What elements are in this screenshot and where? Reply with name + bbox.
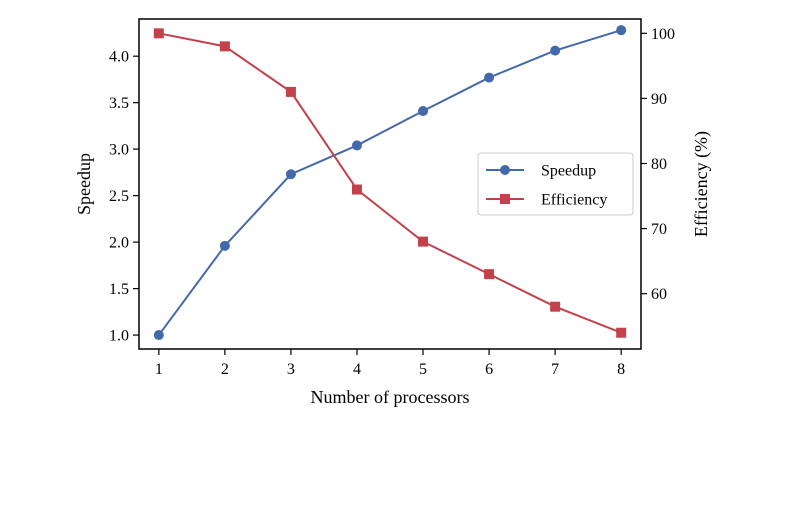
y-right-tick-label: 100 xyxy=(651,26,675,43)
y-left-tick-label: 2.5 xyxy=(109,188,129,205)
x-tick-label: 8 xyxy=(617,361,625,378)
x-tick-label: 4 xyxy=(353,361,361,378)
data-point-efficiency xyxy=(351,184,362,195)
data-point-speedup xyxy=(285,169,296,180)
data-point-efficiency xyxy=(616,327,627,338)
y-left-tick-label: 3.0 xyxy=(109,142,129,159)
data-point-efficiency xyxy=(550,301,561,312)
series-line-efficiency xyxy=(158,32,622,334)
x-tick-label: 3 xyxy=(287,361,295,378)
data-point-efficiency xyxy=(484,269,495,280)
y-left-tick-label: 2.0 xyxy=(109,235,129,252)
x-tick-label: 1 xyxy=(155,361,163,378)
legend-label-speedup: Speedup xyxy=(541,163,596,180)
data-point-efficiency xyxy=(285,86,296,97)
series-efficiency xyxy=(153,28,627,338)
plot-frame xyxy=(138,18,642,350)
axes-layer: 1 2 3 4 5 6 7 8 1.0 1.5 2.0 2.5 3.0 3.5 4.0 60 70 80 90 100 xyxy=(109,18,675,378)
data-point-efficiency xyxy=(153,28,164,39)
data-point-speedup xyxy=(153,330,164,341)
legend: Speedup Efficiency xyxy=(477,152,634,216)
data-point-efficiency xyxy=(219,41,230,52)
data-point-speedup xyxy=(351,140,362,151)
x-tick-label: 6 xyxy=(485,361,493,378)
y-left-tick-label: 1.5 xyxy=(109,281,129,298)
data-point-speedup xyxy=(418,106,429,117)
data-point-speedup xyxy=(550,45,561,56)
data-point-efficiency xyxy=(418,236,429,247)
series-line-speedup xyxy=(158,29,622,336)
y-left-tick-label: 4.0 xyxy=(109,49,129,66)
y-axis-right-title: Efficiency (%) xyxy=(691,131,712,237)
series-layer xyxy=(153,25,627,341)
y-axis-left-title: Speedup xyxy=(74,153,94,215)
data-point-speedup xyxy=(219,240,230,251)
y-left-tick-label: 1.0 xyxy=(109,328,129,345)
x-tick-label: 5 xyxy=(419,361,427,378)
legend-label-efficiency: Efficiency xyxy=(541,192,607,209)
y-right-tick-label: 60 xyxy=(651,286,667,303)
series-speedup xyxy=(153,25,627,341)
legend-marker-speedup xyxy=(500,165,510,175)
x-axis-title: Number of processors xyxy=(311,387,470,407)
data-point-speedup xyxy=(616,25,627,36)
legend-marker-efficiency xyxy=(500,194,510,204)
y-right-tick-label: 70 xyxy=(651,221,667,238)
x-tick-label: 2 xyxy=(221,361,229,378)
y-right-tick-label: 80 xyxy=(651,156,667,173)
x-tick-label: 7 xyxy=(551,361,559,378)
y-right-tick-label: 90 xyxy=(651,91,667,108)
data-point-speedup xyxy=(484,72,495,83)
y-left-tick-label: 3.5 xyxy=(109,95,129,112)
